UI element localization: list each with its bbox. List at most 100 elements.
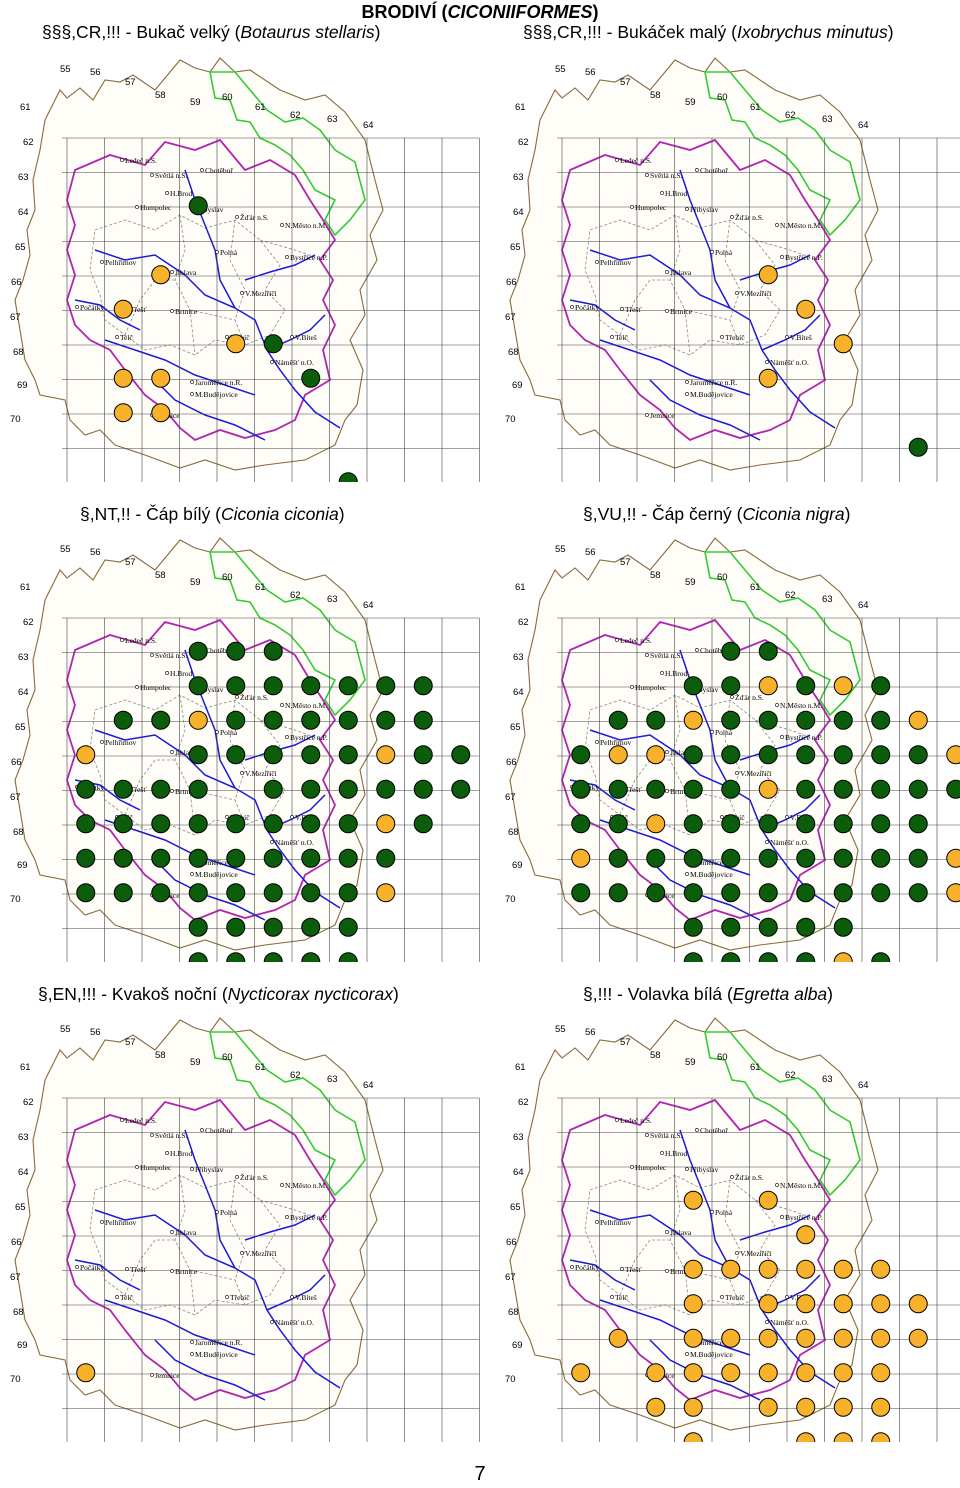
column-label: 62 bbox=[290, 1070, 301, 1081]
confirmed-occurrence-point bbox=[871, 779, 891, 799]
town-label: Přibyslav bbox=[195, 205, 224, 214]
confirmed-occurrence-point bbox=[113, 814, 133, 834]
town-label: Jaroměřice n.R. bbox=[690, 1338, 737, 1347]
town-label: Pelhřimov bbox=[600, 738, 631, 747]
confirmed-occurrence-point bbox=[376, 710, 396, 730]
town-label: V.Meziříčí bbox=[740, 769, 772, 778]
town-marker bbox=[695, 1128, 699, 1132]
map-caption-bukacek-maly: §§§,CR,!!! - Bukáček malý (Ixobrychus mi… bbox=[523, 22, 894, 42]
town-marker bbox=[280, 223, 284, 227]
town-label: Počátky bbox=[80, 1263, 104, 1272]
possible-occurrence-point bbox=[683, 1432, 703, 1442]
town-marker bbox=[190, 392, 194, 396]
confirmed-occurrence-point bbox=[758, 745, 778, 765]
column-label: 60 bbox=[717, 1052, 728, 1063]
row-label: 67 bbox=[10, 792, 21, 803]
town-label: Počátky bbox=[575, 303, 599, 312]
confirmed-occurrence-point bbox=[338, 472, 358, 482]
confirmed-occurrence-point bbox=[226, 848, 246, 868]
possible-occurrence-point bbox=[833, 334, 853, 354]
confirmed-occurrence-point bbox=[796, 710, 816, 730]
possible-occurrence-point bbox=[833, 676, 853, 696]
possible-occurrence-point bbox=[683, 1294, 703, 1314]
possible-occurrence-point bbox=[571, 848, 591, 868]
town-marker bbox=[290, 1295, 294, 1299]
river bbox=[74, 1259, 141, 1291]
confirmed-occurrence-point bbox=[263, 814, 283, 834]
confirmed-occurrence-point bbox=[263, 745, 283, 765]
confirmed-occurrence-point bbox=[796, 952, 816, 962]
town-label: Ledeč n.S. bbox=[620, 1116, 652, 1125]
confirmed-occurrence-point bbox=[263, 710, 283, 730]
town-marker bbox=[665, 1230, 669, 1234]
town-marker bbox=[215, 1210, 219, 1214]
town-label: N.Město n.M. bbox=[780, 1181, 822, 1190]
possible-occurrence-point bbox=[946, 848, 960, 868]
row-label: 61 bbox=[20, 102, 31, 113]
confirmed-occurrence-point bbox=[338, 814, 358, 834]
confirmed-occurrence-point bbox=[871, 883, 891, 903]
row-label: 64 bbox=[18, 687, 29, 698]
town-marker bbox=[75, 305, 79, 309]
confirmed-occurrence-point bbox=[226, 814, 246, 834]
row-label: 64 bbox=[513, 1167, 524, 1178]
row-label: 63 bbox=[18, 172, 29, 183]
confirmed-occurrence-point bbox=[608, 814, 628, 834]
town-marker bbox=[615, 1118, 619, 1122]
town-marker bbox=[120, 158, 124, 162]
country-outline bbox=[509, 57, 879, 471]
confirmed-occurrence-point bbox=[646, 710, 666, 730]
town-label: Ledeč n.S. bbox=[125, 636, 157, 645]
row-label: 67 bbox=[505, 792, 516, 803]
column-label: 58 bbox=[155, 1050, 166, 1061]
protected-area-border bbox=[704, 1031, 861, 1197]
confirmed-occurrence-point bbox=[188, 196, 208, 216]
confirmed-occurrence-point bbox=[188, 814, 208, 834]
river bbox=[74, 299, 141, 331]
row-label: 66 bbox=[506, 1237, 517, 1248]
town-label: Polná bbox=[220, 1208, 238, 1217]
town-label: M.Budějovice bbox=[195, 1350, 238, 1359]
confirmed-occurrence-point bbox=[376, 676, 396, 696]
confirmed-occurrence-point bbox=[571, 745, 591, 765]
column-label: 57 bbox=[125, 557, 136, 568]
row-label: 68 bbox=[508, 1307, 519, 1318]
possible-occurrence-point bbox=[796, 1259, 816, 1279]
confirmed-occurrence-point bbox=[76, 883, 96, 903]
town-label: Přibyslav bbox=[195, 1165, 224, 1174]
confirmed-occurrence-point bbox=[151, 779, 171, 799]
district-border bbox=[124, 214, 324, 356]
column-label: 58 bbox=[155, 570, 166, 581]
town-marker bbox=[150, 653, 154, 657]
river bbox=[569, 299, 636, 331]
confirmed-occurrence-point bbox=[796, 917, 816, 937]
town-label: Světlá n.S. bbox=[650, 1131, 682, 1140]
town-label: N.Město n.M. bbox=[780, 701, 822, 710]
confirmed-occurrence-point bbox=[796, 676, 816, 696]
confirmed-occurrence-point bbox=[871, 710, 891, 730]
possible-occurrence-point bbox=[871, 1259, 891, 1279]
town-label: Náměšť n.O. bbox=[275, 358, 314, 367]
confirmed-occurrence-point bbox=[263, 779, 283, 799]
town-marker bbox=[290, 335, 294, 339]
row-label: 62 bbox=[23, 1097, 34, 1108]
row-label: 65 bbox=[510, 242, 521, 253]
possible-occurrence-point bbox=[113, 403, 133, 423]
town-label: Třešť bbox=[130, 1265, 147, 1274]
confirmed-occurrence-point bbox=[608, 710, 628, 730]
column-label: 59 bbox=[190, 1057, 201, 1068]
region-border bbox=[561, 138, 832, 442]
town-marker bbox=[190, 380, 194, 384]
column-label: 57 bbox=[620, 1037, 631, 1048]
possible-occurrence-point bbox=[683, 1397, 703, 1417]
column-label: 56 bbox=[585, 67, 596, 78]
possible-occurrence-point bbox=[376, 814, 396, 834]
town-marker bbox=[710, 1210, 714, 1214]
possible-occurrence-point bbox=[608, 1328, 628, 1348]
possible-occurrence-point bbox=[683, 1259, 703, 1279]
row-label: 69 bbox=[17, 1340, 28, 1351]
confirmed-occurrence-point bbox=[721, 641, 741, 661]
row-label: 62 bbox=[518, 617, 529, 628]
column-label: 56 bbox=[90, 547, 101, 558]
town-marker bbox=[665, 1269, 669, 1273]
